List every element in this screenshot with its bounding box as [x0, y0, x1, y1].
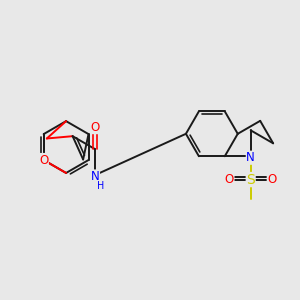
Text: O: O	[91, 121, 100, 134]
Text: N: N	[91, 170, 100, 183]
Text: H: H	[97, 181, 104, 191]
Text: O: O	[224, 173, 234, 186]
Text: N: N	[246, 151, 255, 164]
Text: O: O	[268, 173, 277, 186]
Text: O: O	[39, 154, 48, 166]
Text: S: S	[246, 172, 255, 187]
